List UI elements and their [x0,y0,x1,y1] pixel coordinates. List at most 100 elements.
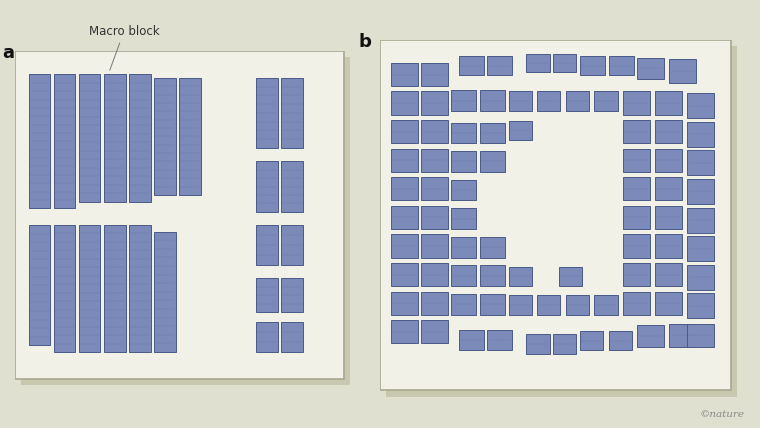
Bar [451,237,477,258]
Bar [670,59,696,83]
Bar [179,78,201,195]
Bar [655,177,682,200]
Bar [623,206,650,229]
Bar [480,265,505,286]
Bar [256,322,277,352]
Bar [687,122,714,147]
Bar [565,92,589,111]
Bar [391,235,417,258]
Bar [553,334,577,354]
Bar [623,92,650,115]
Bar [391,291,417,315]
Bar [480,151,505,172]
Bar [623,120,650,143]
Bar [451,208,477,229]
Bar [391,63,417,86]
Bar [104,225,125,352]
Bar [281,161,302,211]
Bar [687,236,714,261]
Bar [623,235,650,258]
Bar [687,293,714,318]
Bar [451,180,477,200]
Bar [594,92,618,111]
Bar [421,235,448,258]
Bar [421,92,448,115]
Bar [609,331,632,351]
Bar [623,177,650,200]
Bar [687,93,714,118]
Bar [687,179,714,204]
Bar [655,235,682,258]
Text: b: b [359,33,372,51]
Bar [256,78,277,148]
Polygon shape [21,57,350,386]
Bar [281,279,302,312]
Bar [480,90,505,111]
Bar [391,177,417,200]
Bar [687,324,714,347]
Bar [421,206,448,229]
Bar [281,225,302,265]
Bar [480,237,505,258]
Bar [655,291,682,315]
Bar [687,150,714,175]
Bar [256,161,277,211]
Bar [421,320,448,343]
Bar [508,267,532,286]
Polygon shape [386,46,737,397]
Bar [421,149,448,172]
Bar [391,263,417,286]
Bar [79,74,100,202]
Bar [421,177,448,200]
Bar [609,56,634,75]
Bar [687,208,714,232]
Bar [129,74,150,202]
Bar [29,74,50,208]
Bar [559,267,582,286]
Bar [594,295,618,315]
Text: Macro block: Macro block [89,24,160,70]
Bar [537,92,560,111]
Bar [655,149,682,172]
Bar [79,225,100,352]
Bar [508,295,532,315]
Bar [623,149,650,172]
Bar [527,54,549,72]
Bar [508,121,532,140]
Bar [487,56,512,75]
Bar [458,56,483,75]
Bar [527,334,549,354]
Bar [421,291,448,315]
Bar [480,294,505,315]
Bar [451,265,477,286]
Bar [655,120,682,143]
Bar [580,56,605,75]
Text: ©nature: ©nature [700,410,745,419]
Bar [637,57,664,79]
Bar [451,151,477,172]
Bar [553,54,577,72]
Bar [655,206,682,229]
Bar [391,92,417,115]
Bar [391,320,417,343]
Bar [451,90,477,111]
Bar [281,78,302,148]
Bar [451,294,477,315]
Bar [655,92,682,115]
Bar [154,232,176,352]
Bar [391,206,417,229]
Bar [54,225,75,352]
Bar [154,78,176,195]
Bar [256,225,277,265]
Bar [256,279,277,312]
Bar [623,263,650,286]
Bar [537,295,560,315]
Bar [281,322,302,352]
Bar [480,122,505,143]
Bar [391,149,417,172]
Bar [421,120,448,143]
Text: a: a [2,45,14,62]
Bar [565,295,589,315]
Bar [458,330,483,351]
Bar [421,63,448,86]
